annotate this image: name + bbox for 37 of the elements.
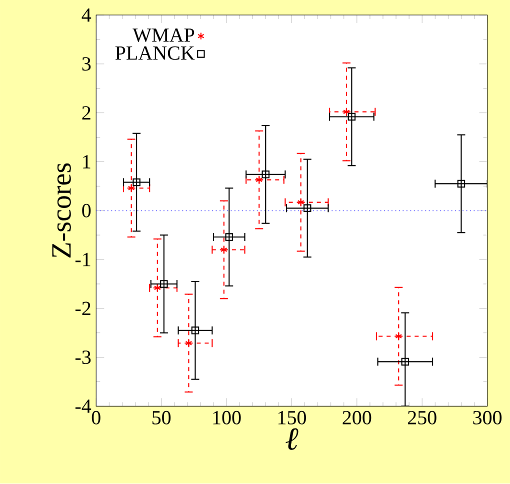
point [401,358,410,366]
point [154,284,161,292]
point [303,204,312,212]
y-tick-label: -2 [75,302,90,316]
point [185,339,192,348]
point [225,233,233,242]
point [457,180,466,188]
point [262,170,270,178]
x-tick-label: 50 [152,411,171,425]
x-tick-label: 300 [473,411,502,425]
y-tick-label: -4 [75,400,92,413]
y-tick-label: 3 [82,57,91,71]
point [348,113,356,121]
point [256,176,263,184]
x-tick-label: 100 [213,411,241,425]
point [395,332,402,340]
legend-label: WMAP [132,28,194,42]
legend-label: PLANCK [115,46,195,60]
point [220,246,228,254]
y-tick-label: 4 [82,8,92,22]
point [297,198,304,206]
x-axis-title: ℓ [286,428,298,450]
y-tick-label: 1 [83,155,90,169]
point [191,326,200,334]
x-tick-label: 200 [342,411,372,425]
y-tick-label: 2 [82,106,90,120]
point [128,184,135,192]
y-tick-label: -1 [75,253,90,266]
point [343,108,350,116]
point [132,178,140,186]
point [160,280,168,288]
x-tick-label: 250 [408,411,436,425]
x-tick-label: 0 [92,411,100,425]
y-tick-label: -3 [75,350,91,364]
x-tick-label: 150 [278,411,306,425]
y-axis-title: Z-scores [52,164,71,258]
y-tick-label: 0 [82,204,91,218]
